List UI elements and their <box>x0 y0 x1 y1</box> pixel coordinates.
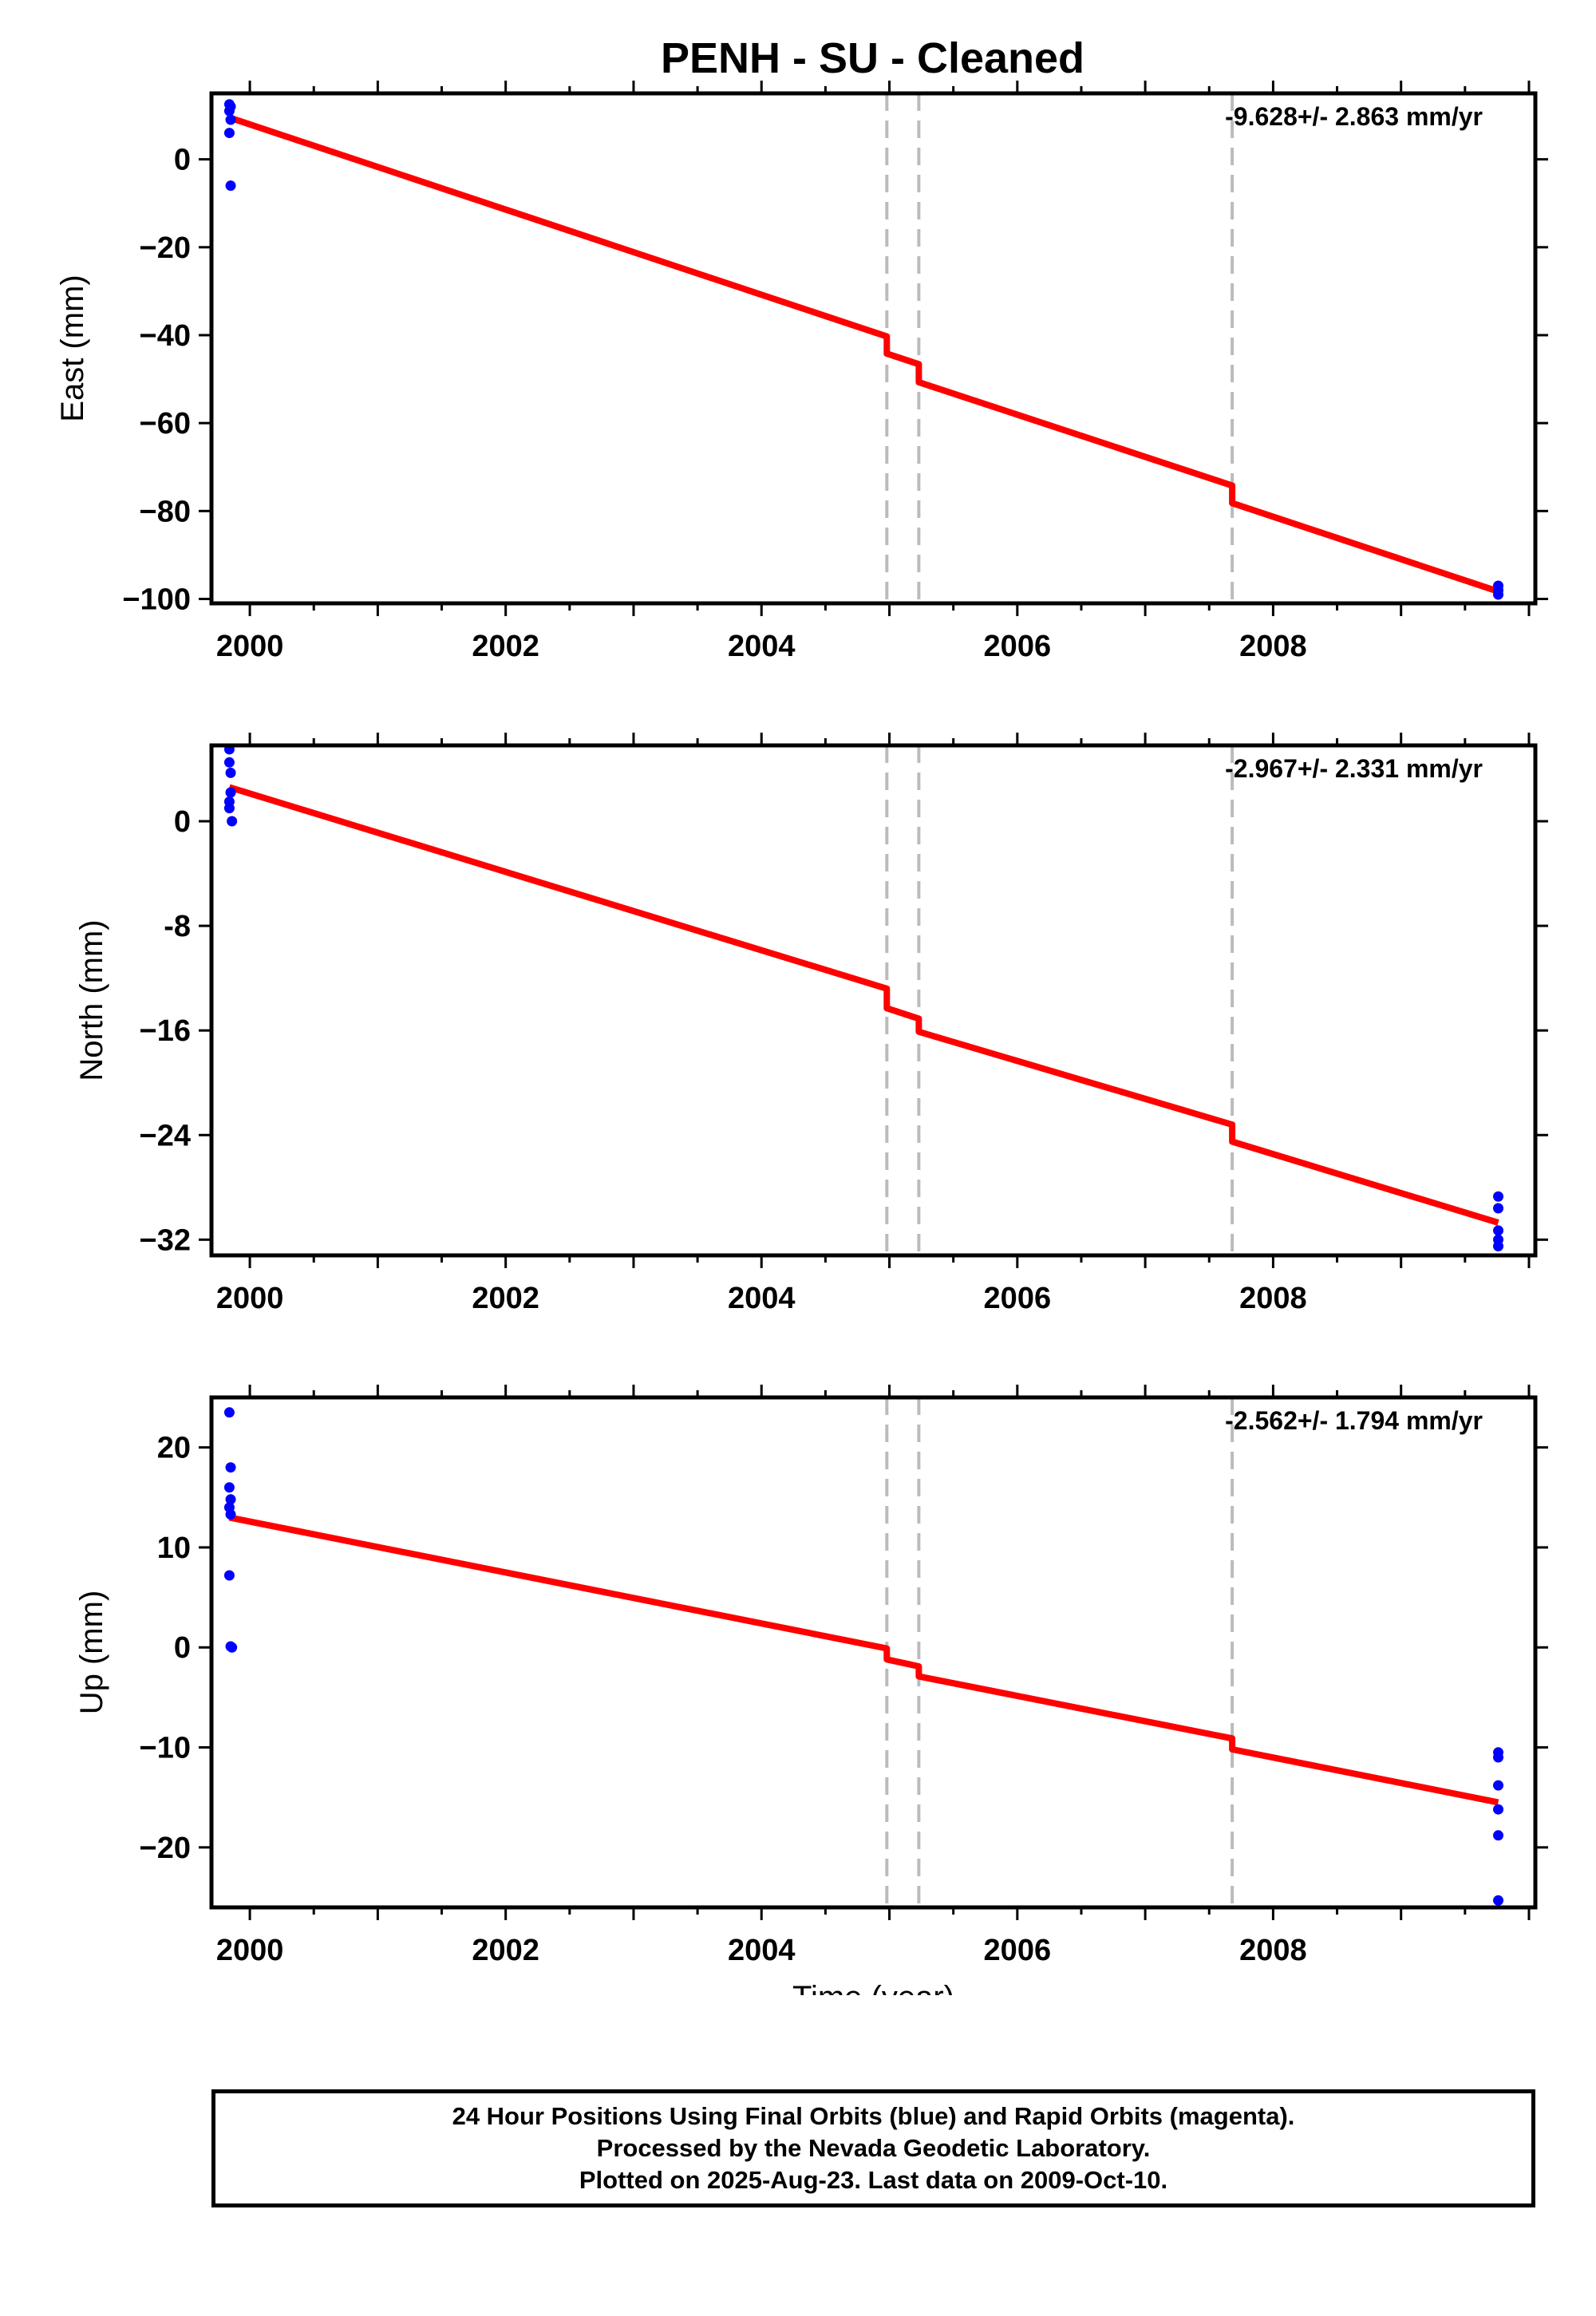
y-tick-label: -8 <box>164 910 191 943</box>
y-tick-label: 20 <box>157 1432 191 1465</box>
data-point <box>225 1494 236 1505</box>
footer-line-1: 24 Hour Positions Using Final Orbits (bl… <box>452 2102 1295 2130</box>
y-tick-label: −16 <box>140 1014 191 1048</box>
y-axis-label-3: Up (mm) <box>74 1591 109 1715</box>
y-tick-label: 0 <box>174 1631 191 1665</box>
y-tick-label: 0 <box>174 805 191 839</box>
data-point <box>225 180 236 192</box>
fit-line-3 <box>228 1514 1499 1806</box>
page-title: PENH - SU - Cleaned <box>660 34 1085 82</box>
y-tick-label: −20 <box>140 1832 191 1865</box>
x-tick-label: 2006 <box>984 1282 1052 1315</box>
data-point <box>1493 1203 1504 1214</box>
data-point <box>223 757 235 768</box>
footer-line-3: Plotted on 2025-Aug-23. Last data on 200… <box>579 2166 1168 2194</box>
rate-label-3: -2.562+/- 1.794 mm/yr <box>1225 1406 1483 1435</box>
x-tick-label: 2006 <box>984 630 1052 663</box>
plot-frame-1 <box>209 91 1538 606</box>
footer-box: 24 Hour Positions Using Final Orbits (bl… <box>211 2089 1535 2207</box>
rate-label-2: -2.967+/- 2.331 mm/yr <box>1225 754 1483 783</box>
y-tick-label: 0 <box>174 144 191 177</box>
footer-line-2: Processed by the Nevada Geodetic Laborat… <box>596 2134 1151 2162</box>
data-point <box>223 1482 235 1493</box>
data-point <box>223 803 235 814</box>
y-tick-label: −10 <box>140 1732 191 1765</box>
data-point <box>1493 1830 1504 1841</box>
x-axis-label: Time (year) <box>792 1980 954 1995</box>
y-tick-label: −20 <box>140 231 191 265</box>
data-point <box>225 1462 236 1473</box>
y-tick-label: −60 <box>140 407 191 441</box>
x-tick-label: 2008 <box>1239 1282 1307 1315</box>
x-tick-label: 2004 <box>728 1934 796 1967</box>
x-tick-label: 2000 <box>216 1934 284 1967</box>
x-tick-label: 2002 <box>472 1934 539 1967</box>
x-tick-label: 2000 <box>216 630 284 663</box>
data-point <box>227 816 238 827</box>
x-tick-label: 2002 <box>472 1282 539 1315</box>
x-tick-label: 2002 <box>472 630 539 663</box>
x-tick-label: 2004 <box>728 1282 796 1315</box>
data-point <box>225 767 236 778</box>
y-tick-label: −32 <box>140 1223 191 1257</box>
y-tick-label: 10 <box>157 1531 191 1565</box>
data-point <box>1493 1225 1504 1236</box>
data-point <box>1493 1752 1504 1763</box>
data-point <box>227 1642 238 1653</box>
y-tick-label: −80 <box>140 495 191 528</box>
data-point <box>1493 1895 1504 1906</box>
data-point <box>223 1407 235 1418</box>
x-tick-label: 2004 <box>728 630 796 663</box>
x-tick-label: 2008 <box>1239 630 1307 663</box>
data-point <box>225 1509 236 1520</box>
plot-frame-3 <box>209 1395 1538 1910</box>
x-tick-label: 2000 <box>216 1282 284 1315</box>
data-point <box>225 101 236 113</box>
data-point <box>1493 589 1504 600</box>
data-point <box>223 128 235 139</box>
x-tick-label: 2006 <box>984 1934 1052 1967</box>
y-axis-label-2: North (mm) <box>74 919 109 1081</box>
plot-frame-2 <box>209 743 1538 1258</box>
rate-label-1: -9.628+/- 2.863 mm/yr <box>1225 102 1483 131</box>
data-point <box>223 1570 235 1581</box>
fit-line-1 <box>228 114 1499 595</box>
x-tick-label: 2008 <box>1239 1934 1307 1967</box>
data-point <box>1493 1804 1504 1815</box>
data-point <box>1493 1191 1504 1202</box>
y-tick-label: −40 <box>140 319 191 353</box>
fit-line-2 <box>228 784 1499 1226</box>
y-axis-label-1: East (mm) <box>55 275 90 421</box>
charts-area: 2000 2002 2004 2006 20080−20−40−60−80−100-9.… <box>55 81 1548 1995</box>
data-point <box>1493 1780 1504 1791</box>
y-tick-label: −24 <box>140 1119 191 1152</box>
data-point <box>1493 1241 1504 1252</box>
data-point <box>225 787 236 798</box>
y-tick-label: −100 <box>122 583 191 616</box>
data-point <box>225 114 236 125</box>
